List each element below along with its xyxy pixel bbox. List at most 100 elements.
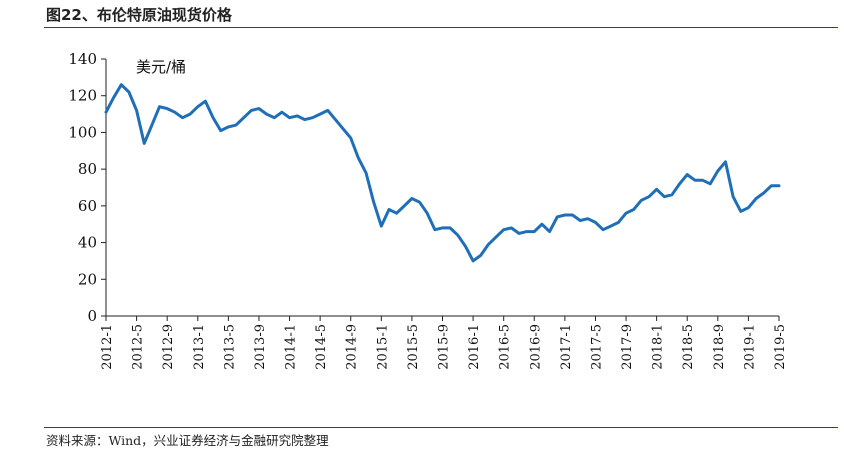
data-point bbox=[334, 118, 337, 121]
data-point bbox=[135, 109, 138, 112]
figure-title: 图22、布伦特原油现货价格 bbox=[46, 6, 232, 24]
data-point bbox=[265, 113, 268, 115]
data-point bbox=[349, 137, 352, 139]
data-point bbox=[464, 245, 467, 247]
x-tick-label: 2017-9 bbox=[620, 324, 635, 370]
x-tick-label: 2016-9 bbox=[528, 324, 543, 370]
data-point bbox=[441, 227, 444, 229]
data-point bbox=[327, 109, 329, 112]
data-point bbox=[587, 217, 589, 220]
data-point bbox=[602, 228, 604, 231]
data-point bbox=[288, 116, 291, 119]
data-point bbox=[457, 234, 459, 236]
data-point bbox=[357, 157, 360, 159]
data-point bbox=[648, 195, 650, 198]
data-point bbox=[120, 83, 123, 86]
x-tick-label: 2012-1 bbox=[100, 324, 115, 370]
x-tick-label: 2016-5 bbox=[498, 324, 513, 370]
data-point bbox=[671, 194, 673, 196]
data-point bbox=[395, 212, 398, 214]
data-point bbox=[617, 221, 620, 224]
data-point bbox=[242, 116, 245, 119]
x-tick-label: 2017-5 bbox=[589, 324, 604, 370]
y-ticks: 0 20 40 60 80 100 120 140 bbox=[68, 50, 106, 325]
data-point bbox=[579, 219, 581, 222]
data-point bbox=[564, 214, 566, 216]
y-tick-label: 40 bbox=[78, 234, 97, 252]
x-tick-label: 2012-9 bbox=[161, 324, 176, 370]
data-point bbox=[158, 105, 161, 108]
x-tick-label: 2016-1 bbox=[467, 324, 482, 370]
data-point bbox=[747, 206, 750, 209]
y-tick-label: 20 bbox=[78, 270, 97, 288]
data-point bbox=[151, 124, 153, 126]
y-tick-label: 100 bbox=[68, 123, 97, 141]
data-point bbox=[678, 183, 681, 185]
data-point bbox=[510, 227, 513, 229]
data-point bbox=[411, 197, 413, 200]
data-point bbox=[372, 201, 375, 203]
data-point bbox=[273, 116, 276, 119]
data-point bbox=[610, 225, 612, 227]
data-point bbox=[571, 214, 574, 216]
data-point bbox=[640, 199, 643, 202]
data-point bbox=[296, 115, 299, 117]
data-point bbox=[189, 113, 191, 115]
data-point bbox=[724, 161, 727, 163]
data-point bbox=[709, 183, 711, 185]
data-point bbox=[227, 126, 230, 128]
data-point bbox=[105, 111, 107, 113]
data-point bbox=[502, 228, 505, 231]
x-tick-label: 2017-1 bbox=[559, 324, 574, 370]
x-tick-label: 2018-1 bbox=[651, 324, 666, 370]
data-point bbox=[181, 116, 184, 119]
price-series-line bbox=[104, 83, 781, 263]
data-point bbox=[556, 216, 558, 218]
data-point bbox=[219, 129, 222, 132]
x-tick-label: 2014-9 bbox=[345, 324, 360, 370]
data-point bbox=[533, 230, 536, 233]
data-point bbox=[166, 107, 168, 110]
data-point bbox=[495, 236, 497, 238]
data-point bbox=[694, 179, 696, 181]
data-point bbox=[525, 230, 528, 233]
data-point bbox=[212, 116, 214, 119]
x-tick-label: 2013-5 bbox=[222, 324, 237, 370]
x-tick-label: 2015-1 bbox=[375, 324, 390, 370]
x-ticks: 2012-1 2012-5 2012-9 2013-1 2013-5 2013-9 2014… bbox=[100, 316, 788, 370]
data-point bbox=[487, 243, 490, 246]
data-point bbox=[541, 223, 543, 225]
data-point bbox=[380, 225, 383, 227]
data-point bbox=[762, 192, 765, 194]
x-tick-label: 2013-1 bbox=[192, 324, 207, 370]
data-point bbox=[342, 128, 344, 130]
y-unit-label: 美元/桶 bbox=[136, 58, 186, 76]
data-point bbox=[548, 230, 551, 233]
data-point bbox=[717, 170, 719, 172]
data-point bbox=[755, 197, 757, 200]
x-tick-label: 2019-1 bbox=[742, 324, 757, 370]
data-point bbox=[235, 124, 237, 126]
data-point bbox=[778, 184, 780, 187]
data-point bbox=[258, 107, 260, 110]
data-point bbox=[388, 208, 390, 211]
data-point bbox=[770, 184, 773, 187]
data-point bbox=[403, 205, 406, 207]
data-point bbox=[426, 212, 429, 214]
data-point bbox=[112, 96, 115, 99]
data-point bbox=[518, 232, 520, 235]
data-point bbox=[594, 221, 597, 224]
data-point bbox=[701, 179, 704, 181]
x-tick-label: 2014-5 bbox=[314, 324, 329, 370]
data-point bbox=[663, 195, 666, 198]
data-point bbox=[418, 201, 421, 203]
data-point bbox=[311, 116, 314, 119]
data-point bbox=[479, 254, 482, 257]
y-tick-label: 80 bbox=[78, 160, 97, 178]
data-point bbox=[365, 172, 367, 174]
x-tick-label: 2019-5 bbox=[773, 324, 788, 370]
data-point bbox=[740, 210, 742, 213]
y-tick-label: 0 bbox=[87, 307, 97, 325]
data-point bbox=[732, 195, 734, 198]
